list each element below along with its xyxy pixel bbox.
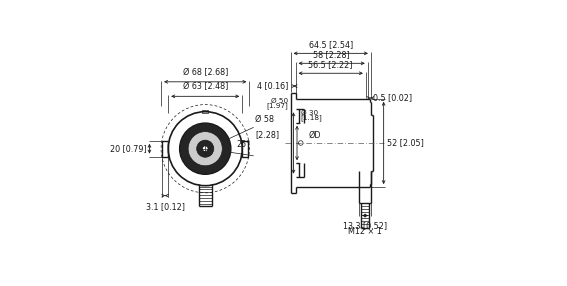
Text: 13.3 [0.52]: 13.3 [0.52]: [343, 221, 387, 230]
Circle shape: [197, 140, 214, 157]
Text: 4 [0.16]: 4 [0.16]: [257, 82, 289, 91]
Text: ØD: ØD: [308, 131, 321, 140]
Text: 58 [2.28]: 58 [2.28]: [314, 50, 350, 59]
Text: M12 × 1: M12 × 1: [348, 227, 382, 236]
Text: 64.5 [2.54]: 64.5 [2.54]: [308, 40, 353, 49]
Text: Ø 58: Ø 58: [255, 115, 274, 124]
Text: Ø 50: Ø 50: [270, 98, 288, 104]
Circle shape: [180, 123, 231, 174]
Text: 20 [0.79]: 20 [0.79]: [110, 144, 147, 153]
Text: Ø 30: Ø 30: [301, 110, 318, 116]
Text: 52 [2.05]: 52 [2.05]: [387, 138, 424, 148]
Circle shape: [202, 146, 208, 152]
Text: 0.5 [0.02]: 0.5 [0.02]: [373, 94, 412, 103]
Circle shape: [188, 132, 222, 166]
Text: Ø 68 [2.68]: Ø 68 [2.68]: [183, 68, 228, 77]
Text: [2.28]: [2.28]: [255, 130, 279, 139]
Text: [1.97]: [1.97]: [266, 102, 288, 109]
Bar: [162, 141, 168, 156]
Text: Ø 63 [2.48]: Ø 63 [2.48]: [183, 82, 228, 91]
Text: [1.18]: [1.18]: [301, 114, 323, 120]
Text: 56.5 [2.22]: 56.5 [2.22]: [308, 60, 353, 69]
Bar: [242, 141, 248, 156]
Text: 25°: 25°: [236, 140, 251, 149]
Bar: [202, 110, 208, 114]
Text: 3.1 [0.12]: 3.1 [0.12]: [146, 202, 185, 211]
